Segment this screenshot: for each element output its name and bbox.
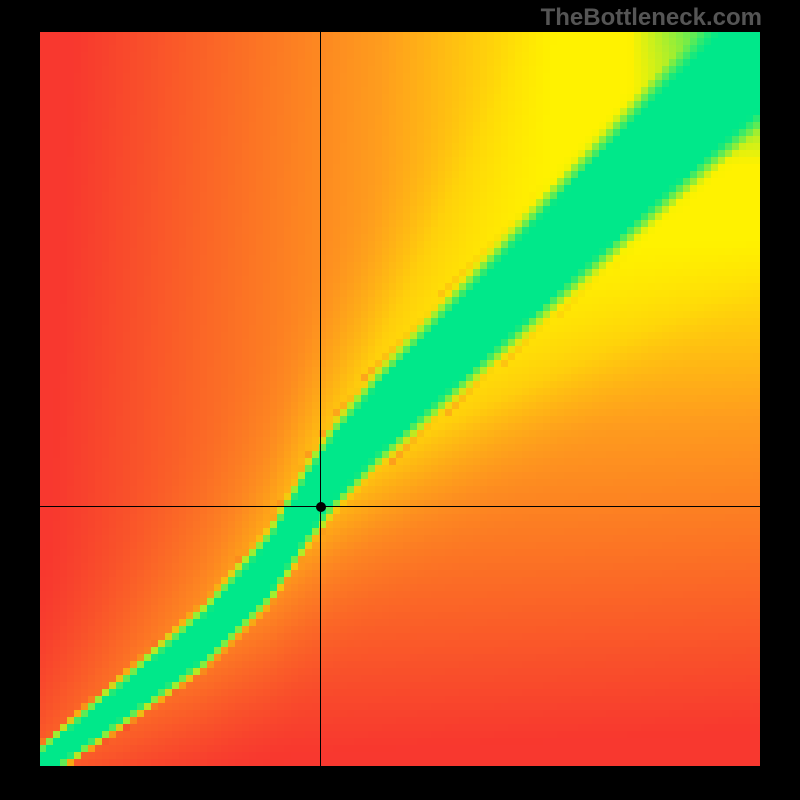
crosshair-marker <box>316 502 326 512</box>
heatmap-plot <box>40 32 760 766</box>
watermark-text: TheBottleneck.com <box>541 4 762 32</box>
stage: TheBottleneck.com <box>0 0 800 800</box>
crosshair-horizontal <box>40 506 760 507</box>
crosshair-vertical <box>320 32 321 766</box>
